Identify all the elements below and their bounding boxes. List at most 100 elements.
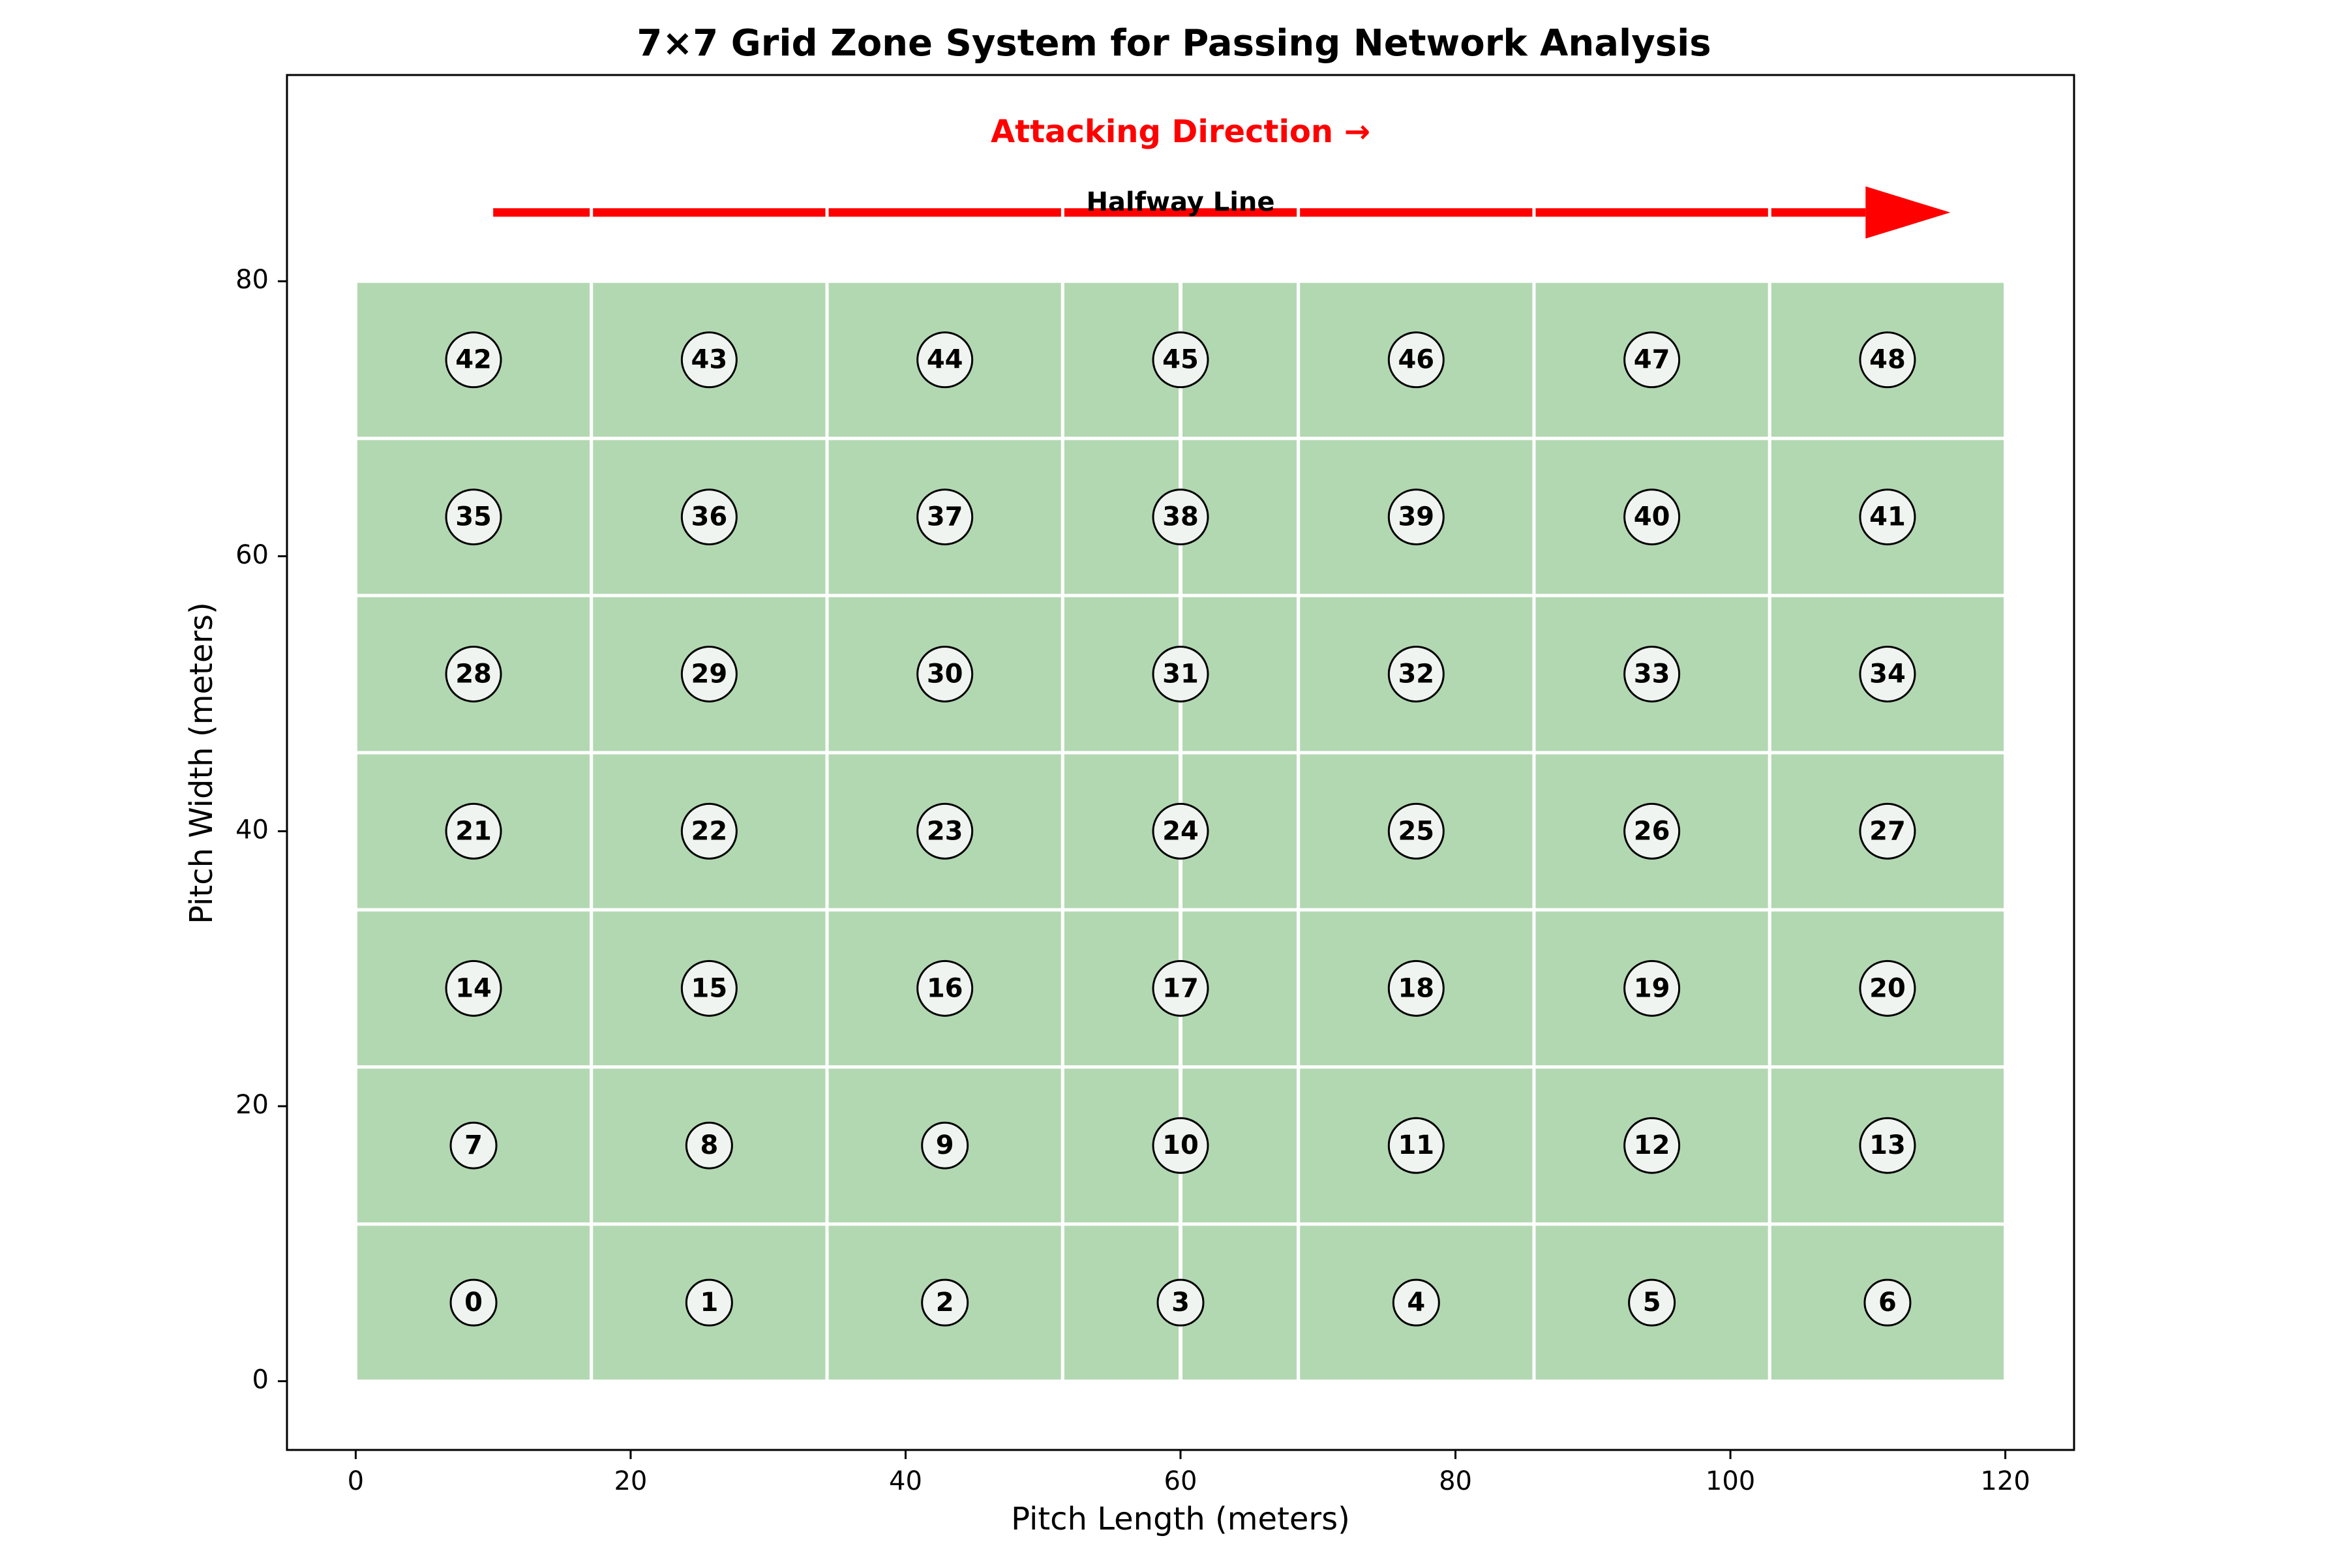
zone-marker-33 xyxy=(1623,645,1681,702)
zone-label-41: 41 xyxy=(1869,502,1906,532)
x-tick-label: 60 xyxy=(1164,1466,1197,1496)
y-tick-label: 40 xyxy=(235,815,269,845)
zone-label-10: 10 xyxy=(1162,1130,1199,1160)
zone-label-23: 23 xyxy=(927,816,963,846)
zone-label-46: 46 xyxy=(1398,345,1434,375)
zone-marker-19 xyxy=(1623,959,1681,1017)
direction-arrow-head xyxy=(1865,186,1951,239)
zone-marker-22 xyxy=(680,802,738,860)
zone-marker-44 xyxy=(916,331,974,389)
zone-label-16: 16 xyxy=(927,973,963,1003)
x-tick-label: 120 xyxy=(1980,1466,2030,1496)
zone-marker-47 xyxy=(1623,331,1681,389)
zone-marker-1 xyxy=(685,1278,733,1327)
zone-label-11: 11 xyxy=(1398,1130,1434,1160)
zone-label-17: 17 xyxy=(1162,973,1199,1003)
x-axis-label: Pitch Length (meters) xyxy=(1011,1501,1350,1537)
zone-label-6: 6 xyxy=(1878,1288,1897,1318)
zone-marker-5 xyxy=(1628,1278,1676,1327)
zone-marker-13 xyxy=(1859,1117,1916,1174)
zone-label-9: 9 xyxy=(936,1130,954,1160)
y-axis-label: Pitch Width (meters) xyxy=(183,602,220,924)
zone-label-24: 24 xyxy=(1162,816,1199,846)
zone-label-19: 19 xyxy=(1634,973,1670,1003)
zone-label-26: 26 xyxy=(1634,816,1670,846)
zone-marker-11 xyxy=(1387,1117,1445,1174)
zone-marker-31 xyxy=(1152,645,1209,702)
zone-label-30: 30 xyxy=(927,659,963,689)
zone-label-31: 31 xyxy=(1162,659,1199,689)
y-tick-label: 0 xyxy=(252,1365,269,1395)
zone-marker-38 xyxy=(1152,489,1209,546)
zone-label-5: 5 xyxy=(1643,1288,1661,1318)
zone-label-47: 47 xyxy=(1634,345,1670,375)
zone-marker-17 xyxy=(1152,959,1209,1017)
x-tick-label: 40 xyxy=(889,1466,922,1496)
zone-marker-34 xyxy=(1859,645,1916,702)
zone-marker-48 xyxy=(1859,331,1916,389)
zone-label-44: 44 xyxy=(927,345,963,375)
direction-label: Attacking Direction → xyxy=(991,113,1370,150)
zone-marker-14 xyxy=(445,959,502,1017)
zone-label-42: 42 xyxy=(455,345,492,375)
zone-label-28: 28 xyxy=(455,659,492,689)
zone-marker-30 xyxy=(916,645,974,702)
zone-marker-15 xyxy=(680,959,738,1017)
zone-label-13: 13 xyxy=(1869,1130,1906,1160)
zone-label-32: 32 xyxy=(1398,659,1434,689)
zone-marker-2 xyxy=(921,1278,969,1327)
zone-marker-9 xyxy=(921,1121,969,1169)
zone-label-35: 35 xyxy=(455,502,492,532)
zone-marker-8 xyxy=(685,1121,733,1169)
zone-label-7: 7 xyxy=(464,1130,483,1160)
zone-label-18: 18 xyxy=(1398,973,1434,1003)
zone-marker-24 xyxy=(1152,802,1209,860)
zone-label-2: 2 xyxy=(936,1288,954,1318)
zone-marker-12 xyxy=(1623,1117,1681,1174)
zone-marker-45 xyxy=(1152,331,1209,389)
zone-marker-41 xyxy=(1859,489,1916,546)
zone-label-8: 8 xyxy=(700,1130,718,1160)
zone-marker-0 xyxy=(449,1278,498,1327)
zone-label-37: 37 xyxy=(927,502,963,532)
zone-marker-35 xyxy=(445,489,502,546)
x-tick-label: 80 xyxy=(1439,1466,1472,1496)
zone-marker-21 xyxy=(445,802,502,860)
zone-label-22: 22 xyxy=(691,816,728,846)
zone-marker-40 xyxy=(1623,489,1681,546)
zone-label-33: 33 xyxy=(1634,659,1670,689)
x-tick-label: 20 xyxy=(614,1466,647,1496)
zone-marker-26 xyxy=(1623,802,1681,860)
zone-marker-46 xyxy=(1387,331,1445,389)
x-tick-label: 100 xyxy=(1706,1466,1755,1496)
zone-marker-10 xyxy=(1152,1117,1209,1174)
zone-label-48: 48 xyxy=(1869,345,1906,375)
zone-label-12: 12 xyxy=(1634,1130,1670,1160)
zone-label-38: 38 xyxy=(1162,502,1199,532)
zone-marker-20 xyxy=(1859,959,1916,1017)
zone-label-29: 29 xyxy=(691,659,728,689)
zone-label-21: 21 xyxy=(455,816,492,846)
zone-marker-42 xyxy=(445,331,502,389)
axes: 0 20 40 60 80 100 120 0 20 40 60 80 xyxy=(235,74,2075,1496)
zone-label-40: 40 xyxy=(1634,502,1670,532)
zone-marker-32 xyxy=(1387,645,1445,702)
zone-label-34: 34 xyxy=(1869,659,1906,689)
y-tick-label: 20 xyxy=(235,1090,269,1120)
zone-label-45: 45 xyxy=(1162,345,1199,375)
zone-marker-29 xyxy=(680,645,738,702)
zone-label-15: 15 xyxy=(691,973,728,1003)
chart-title: 7×7 Grid Zone System for Passing Network… xyxy=(637,22,1711,65)
zone-label-20: 20 xyxy=(1869,973,1906,1003)
y-tick-label: 80 xyxy=(235,265,269,295)
zone-marker-43 xyxy=(680,331,738,389)
y-tick-label: 60 xyxy=(235,540,269,570)
halfway-line-label: Halfway Line xyxy=(1086,187,1274,217)
zone-marker-16 xyxy=(916,959,974,1017)
zone-label-25: 25 xyxy=(1398,816,1434,846)
zone-label-0: 0 xyxy=(464,1288,483,1318)
zone-marker-6 xyxy=(1863,1278,1912,1327)
